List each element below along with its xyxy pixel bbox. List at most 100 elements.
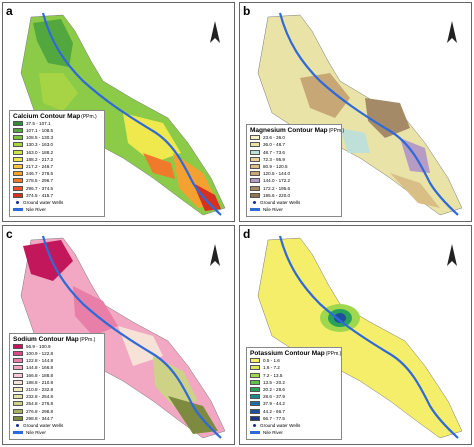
legend-swatch	[13, 185, 23, 191]
legend-swatch	[250, 358, 260, 364]
legend-class: 23.6 - 36.0	[250, 134, 338, 141]
legend-swatch	[13, 358, 23, 364]
legend-swatch	[250, 164, 260, 170]
panel-label: d	[243, 227, 251, 241]
legend-swatch	[250, 401, 260, 407]
legend-label: 374.5 - 415.7	[26, 192, 54, 198]
legend-label: 80.9 - 120.5	[263, 164, 288, 170]
legend-class: 254.8 - 276.8	[13, 400, 101, 407]
legend-swatch	[13, 401, 23, 407]
panel-b: b Magnesium Contour Map(PPm.) 23.6 - 36.…	[239, 2, 472, 222]
panel-label: c	[6, 227, 13, 241]
legend-label: 107.1 - 108.5	[26, 128, 54, 134]
legend-label: 296.7 - 374.5	[26, 185, 54, 191]
potassium-legend: Potassium Contour Map(PPm.) 0.5 - 1.6 1.6…	[246, 347, 342, 440]
legend-swatch	[13, 387, 23, 393]
legend-label: 210.8 - 232.8	[26, 387, 54, 393]
river-legend: Nile River	[13, 206, 101, 213]
legend-label: 276.8 - 298.8	[26, 408, 54, 414]
legend-class: 48.7 - 73.6	[250, 149, 338, 156]
legend-class: 20.2 - 28.6	[250, 386, 338, 393]
legend-label: 144.8 - 166.8	[26, 365, 54, 371]
legend-label: 246.7 - 278.5	[26, 171, 54, 177]
legend-swatch	[13, 135, 23, 141]
legend-swatch	[13, 343, 23, 349]
legend-label: 20.2 - 28.6	[263, 387, 285, 393]
legend-class: 66.7 - 77.5	[250, 415, 338, 422]
legend-rows: 0.5 - 1.6 1.6 - 7.2 7.2 - 13.5 13.5 - 20.2 2…	[250, 357, 338, 422]
legend-swatch	[250, 408, 260, 414]
river-legend: Nile River	[250, 429, 338, 436]
legend-class: 56.9 - 100.9	[13, 343, 101, 350]
north-arrow-icon	[210, 244, 220, 266]
river-legend: Nile River	[250, 206, 338, 213]
legend-label: 188.8 - 210.8	[26, 379, 54, 385]
panel-a: a Calcium Contour Map(PPm.) 37.5 - 107.1…	[2, 2, 235, 222]
legend-swatch	[13, 192, 23, 198]
legend-class: 1.6 - 7.2	[250, 364, 338, 371]
legend-label: 48.7 - 73.6	[263, 149, 285, 155]
legend-class: 188.8 - 210.8	[13, 379, 101, 386]
legend-label: 163.0 - 188.2	[26, 149, 54, 155]
legend-label: 72.3 - 95.9	[263, 156, 285, 162]
legend-label: 232.8 - 254.8	[26, 394, 54, 400]
sodium-map	[20, 235, 226, 439]
legend-swatch	[250, 178, 260, 184]
legend-label: 37.5 - 107.1	[26, 120, 51, 126]
legend-label: 254.8 - 276.8	[26, 401, 54, 407]
legend-swatch	[13, 156, 23, 162]
legend-swatch	[13, 351, 23, 357]
legend-rows: 37.5 - 107.1 107.1 - 108.5 108.5 - 130.3 13…	[13, 120, 101, 199]
legend-class: 276.8 - 298.8	[13, 407, 101, 414]
legend-class: 217.2 - 246.7	[13, 163, 101, 170]
legend-class: 130.3 - 163.0	[13, 141, 101, 148]
legend-class: 195.6 - 220.0	[250, 192, 338, 199]
legend-label: 0.5 - 1.6	[263, 358, 280, 364]
wells-legend: Ground water Wells	[13, 422, 101, 429]
legend-swatch	[13, 142, 23, 148]
legend-label: 7.2 - 13.5	[263, 372, 283, 378]
sodium-legend: Sodium Contour Map(PPm.) 56.9 - 100.9 100…	[9, 332, 105, 440]
legend-swatch	[250, 192, 260, 198]
legend-swatch	[13, 408, 23, 414]
legend-swatch	[13, 164, 23, 170]
legend-label: 56.9 - 100.9	[26, 343, 51, 349]
legend-label: 120.5 - 144.0	[263, 171, 291, 177]
legend-label: 23.6 - 36.0	[263, 135, 285, 141]
legend-class: 210.8 - 232.8	[13, 386, 101, 393]
panel-d: d Potassium Contour Map(PPm.) 0.5 - 1.6 1…	[239, 225, 472, 445]
legend-title: Potassium Contour Map(PPm.)	[250, 350, 342, 358]
legend-swatch	[13, 178, 23, 184]
legend-label: 144.0 - 172.2	[263, 178, 291, 184]
legend-class: 37.5 - 107.1	[13, 120, 101, 127]
legend-title: Calcium Contour Map(PPm.)	[13, 112, 97, 120]
panel-label: a	[6, 4, 13, 18]
legend-swatch	[250, 372, 260, 378]
wells-legend: Ground water Wells	[250, 199, 338, 206]
legend-class: 246.7 - 278.5	[13, 170, 101, 177]
legend-swatch	[250, 365, 260, 371]
legend-swatch	[250, 171, 260, 177]
legend-label: 122.8 - 144.8	[26, 358, 54, 364]
calcium-map	[20, 12, 226, 216]
legend-label: 195.6 - 220.0	[263, 192, 291, 198]
legend-class: 28.6 - 37.9	[250, 393, 338, 400]
legend-swatch	[13, 394, 23, 400]
legend-class: 37.9 - 44.2	[250, 400, 338, 407]
river-legend: Nile River	[13, 429, 101, 436]
potassium-map	[257, 235, 463, 439]
legend-label: 130.3 - 163.0	[26, 142, 54, 148]
calcium-legend: Calcium Contour Map(PPm.) 37.5 - 107.1 10…	[9, 109, 105, 217]
legend-rows: 56.9 - 100.9 100.9 - 122.8 122.8 - 144.8 14…	[13, 343, 101, 422]
legend-class: 44.2 - 66.7	[250, 408, 338, 415]
legend-swatch	[250, 394, 260, 400]
legend-label: 36.0 - 48.7	[263, 142, 285, 148]
legend-label: 217.2 - 246.7	[26, 164, 54, 170]
legend-class: 13.5 - 20.2	[250, 379, 338, 386]
legend-title: Sodium Contour Map(PPm.)	[13, 335, 96, 343]
legend-swatch	[13, 365, 23, 371]
legend-class: 100.9 - 122.8	[13, 350, 101, 357]
legend-swatch	[13, 120, 23, 126]
legend-class: 108.5 - 130.3	[13, 134, 101, 141]
magnesium-map	[257, 12, 463, 216]
